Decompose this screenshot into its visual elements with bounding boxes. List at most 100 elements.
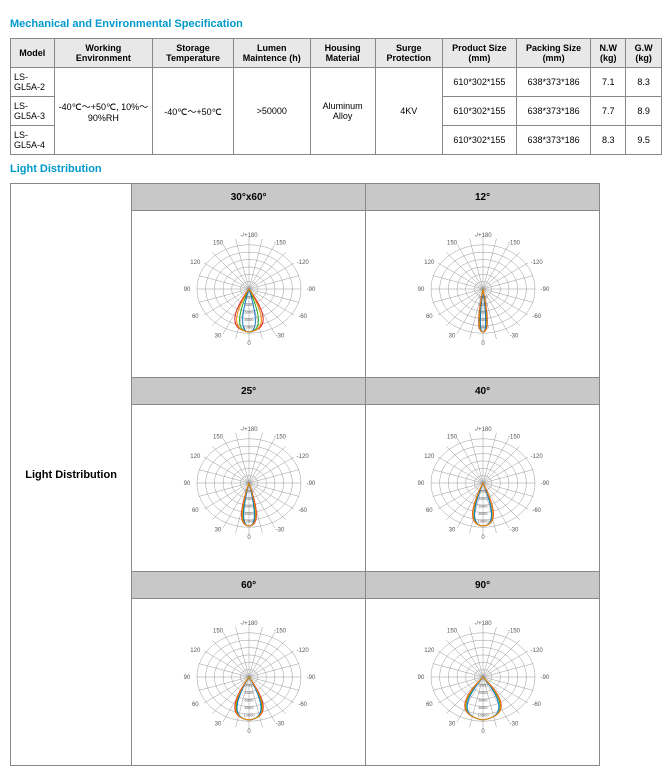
- svg-text:8000: 8000: [478, 317, 488, 322]
- svg-text:60: 60: [425, 508, 432, 514]
- shared-cell: -40℃～+50℃, 10%～90%RH: [54, 68, 153, 155]
- value-cell: 638*373*186: [516, 126, 590, 155]
- svg-text:120: 120: [424, 260, 435, 266]
- svg-text:150: 150: [213, 240, 224, 246]
- svg-text:2000: 2000: [478, 489, 488, 494]
- table-row: LS-GL5A-2-40℃～+50℃, 10%～90%RH-40℃～+50℃>5…: [11, 68, 662, 97]
- svg-text:-150: -150: [274, 628, 287, 634]
- svg-text:90: 90: [417, 287, 424, 293]
- svg-text:8000: 8000: [478, 511, 488, 516]
- value-cell: 610*302*155: [442, 68, 516, 97]
- panel-title: 12°: [366, 184, 600, 211]
- svg-text:-120: -120: [296, 454, 309, 460]
- spec-header: Lumen Maintence (h): [234, 39, 311, 68]
- distribution-table: Light Distribution30°x60°12° -150 -/+180 15…: [10, 183, 600, 766]
- svg-text:8000: 8000: [244, 511, 254, 516]
- svg-text:-/+180: -/+180: [474, 621, 492, 627]
- svg-text:-60: -60: [532, 508, 541, 514]
- svg-text:2000: 2000: [244, 295, 254, 300]
- svg-text:-60: -60: [298, 314, 307, 320]
- svg-text:90: 90: [417, 675, 424, 681]
- value-cell: 610*302*155: [442, 97, 516, 126]
- spec-header: Surge Protection: [375, 39, 442, 68]
- distribution-label: Light Distribution: [11, 184, 132, 766]
- svg-text:60: 60: [192, 702, 199, 708]
- panel-title: 30°x60°: [132, 184, 366, 211]
- spec-table: ModelWorking EnvironmentStorage Temperat…: [10, 38, 662, 155]
- svg-text:2000: 2000: [244, 489, 254, 494]
- value-cell: 8.3: [626, 68, 662, 97]
- svg-text:120: 120: [424, 454, 435, 460]
- value-cell: 638*373*186: [516, 97, 590, 126]
- svg-text:150: 150: [213, 434, 224, 440]
- svg-text:8000: 8000: [478, 705, 488, 710]
- svg-text:60: 60: [425, 314, 432, 320]
- svg-text:-60: -60: [532, 314, 541, 320]
- svg-text:-/+180: -/+180: [474, 233, 492, 239]
- svg-text:60: 60: [192, 508, 199, 514]
- polar-chart: -150-/+180150-120120-9090-6060-303002000…: [366, 211, 600, 378]
- svg-text:6000: 6000: [478, 698, 488, 703]
- svg-text:6000: 6000: [244, 504, 254, 509]
- svg-text:30: 30: [214, 334, 221, 340]
- svg-text:150: 150: [447, 628, 458, 634]
- svg-text:150: 150: [447, 434, 458, 440]
- value-cell: 7.7: [591, 97, 626, 126]
- svg-text:30: 30: [214, 722, 221, 728]
- svg-text:-/+180: -/+180: [474, 427, 492, 433]
- polar-chart: -150-/+180150-120120-9090-6060-303002000…: [132, 405, 366, 572]
- polar-chart: -150-/+180150-120120-9090-6060-303002000…: [132, 211, 366, 378]
- svg-text:-/+180: -/+180: [240, 427, 258, 433]
- svg-text:-120: -120: [530, 454, 543, 460]
- svg-text:0: 0: [481, 535, 485, 541]
- svg-text:4000: 4000: [244, 302, 254, 307]
- svg-text:-150: -150: [274, 240, 287, 246]
- svg-text:-90: -90: [306, 675, 315, 681]
- svg-text:-60: -60: [298, 508, 307, 514]
- svg-text:-30: -30: [509, 334, 518, 340]
- value-cell: 8.9: [626, 97, 662, 126]
- svg-text:30: 30: [214, 528, 221, 534]
- model-cell: LS-GL5A-2: [11, 68, 55, 97]
- value-cell: 638*373*186: [516, 68, 590, 97]
- svg-text:0: 0: [247, 341, 251, 347]
- spec-header: Storage Temperature: [153, 39, 234, 68]
- svg-text:8000: 8000: [244, 705, 254, 710]
- svg-text:120: 120: [190, 454, 201, 460]
- value-cell: 9.5: [626, 126, 662, 155]
- polar-chart: -150-/+180150-120120-9090-6060-303002000…: [366, 405, 600, 572]
- panel-title: 90°: [366, 572, 600, 599]
- svg-text:90: 90: [183, 675, 190, 681]
- svg-text:4000: 4000: [478, 496, 488, 501]
- svg-text:150: 150: [447, 240, 458, 246]
- polar-chart: -150-/+180150-120120-9090-6060-303002000…: [132, 599, 366, 766]
- spec-header: N.W (kg): [591, 39, 626, 68]
- svg-text:0: 0: [247, 729, 251, 735]
- spec-header: Packing Size (mm): [516, 39, 590, 68]
- svg-text:-60: -60: [532, 702, 541, 708]
- shared-cell: 4KV: [375, 68, 442, 155]
- svg-text:-30: -30: [509, 528, 518, 534]
- svg-text:8000: 8000: [244, 317, 254, 322]
- shared-cell: Aluminum Alloy: [310, 68, 375, 155]
- svg-text:-30: -30: [275, 334, 284, 340]
- svg-text:4000: 4000: [478, 302, 488, 307]
- svg-text:-120: -120: [530, 260, 543, 266]
- svg-text:0: 0: [481, 341, 485, 347]
- light-dist-title: Light Distribution: [10, 163, 662, 175]
- spec-header: G.W (kg): [626, 39, 662, 68]
- svg-text:6000: 6000: [478, 504, 488, 509]
- panel-title: 40°: [366, 378, 600, 405]
- svg-text:0: 0: [247, 535, 251, 541]
- svg-text:10000: 10000: [243, 325, 255, 330]
- svg-text:120: 120: [424, 648, 435, 654]
- svg-text:-120: -120: [296, 260, 309, 266]
- svg-text:2000: 2000: [478, 683, 488, 688]
- spec-header: Model: [11, 39, 55, 68]
- svg-text:-30: -30: [275, 722, 284, 728]
- shared-cell: -40℃～+50℃: [153, 68, 234, 155]
- svg-text:120: 120: [190, 260, 201, 266]
- panel-title: 60°: [132, 572, 366, 599]
- svg-text:-120: -120: [530, 648, 543, 654]
- svg-text:6000: 6000: [244, 698, 254, 703]
